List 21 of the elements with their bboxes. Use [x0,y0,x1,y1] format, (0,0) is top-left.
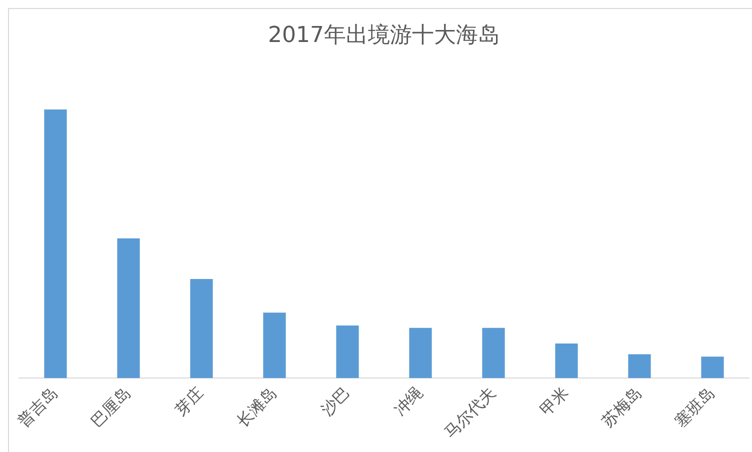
bar [409,328,432,378]
bar [701,356,724,378]
x-tick-label: 巴厘岛 [86,383,134,431]
bar [190,278,213,378]
x-tick-label: 马尔代夫 [440,383,500,442]
x-tick-label: 苏梅岛 [598,383,646,431]
chart-title: 2017年出境游十大海岛 [268,22,500,48]
x-tick-label: 芽庄 [171,383,208,420]
bar [336,325,359,378]
bar [117,238,140,378]
x-tick-label: 冲绳 [390,383,426,420]
bar [44,109,67,378]
x-tick-label: 塞班岛 [670,383,718,431]
x-tick-label: 长滩岛 [232,383,280,431]
x-tick-label: 沙巴 [317,383,354,420]
bar [263,312,286,378]
bar [628,354,651,378]
x-tick-label: 普吉岛 [14,383,62,431]
bar [555,344,578,378]
x-tick-label: 甲米 [536,383,572,420]
bar [482,328,505,378]
